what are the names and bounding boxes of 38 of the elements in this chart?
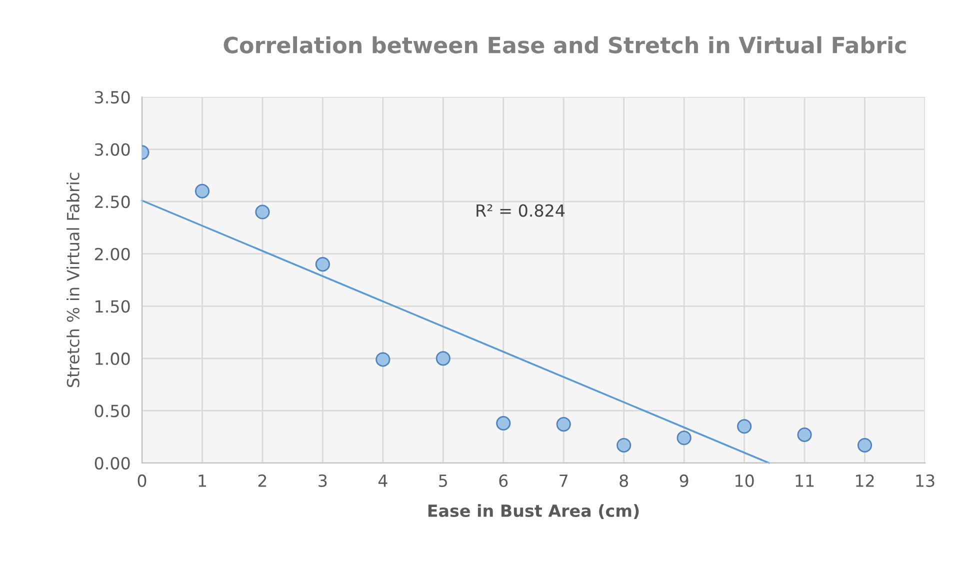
y-tick-label: 3.00 (95, 143, 130, 156)
y-tick-label: 0.50 (94, 404, 130, 418)
point (315, 257, 330, 272)
x-tick-label: 0 (138, 474, 146, 488)
chart-title: Correlation between Ease and Stretch in Virtual Fabric (224, 36, 906, 54)
y-tick-label: 1.50 (96, 300, 130, 313)
y-tick-label: 2.50 (95, 196, 130, 208)
point (857, 438, 872, 453)
x-tick-label: 9 (680, 474, 688, 488)
y-axis-title: Stretch % in Virtual Fabric (66, 172, 80, 388)
y-tick-label: 0.00 (94, 456, 130, 470)
x-tick-label: 11 (796, 474, 814, 487)
x-tick-label: 3 (318, 474, 327, 488)
point (676, 430, 692, 446)
x-tick-label: 1 (198, 474, 206, 487)
point (797, 427, 812, 442)
point (255, 204, 270, 220)
x-tick-label: 7 (560, 474, 568, 487)
annotation: R² = 0.824 (476, 204, 565, 217)
point (496, 416, 511, 431)
y-tick-label: 1.00 (96, 352, 130, 365)
x-tick-label: 13 (916, 474, 934, 488)
point (556, 417, 571, 432)
y-tick-label: 3.50 (95, 90, 130, 104)
point (436, 351, 450, 366)
x-axis-title: Ease in Bust Area (cm) (428, 504, 639, 519)
x-tick-label: 6 (499, 474, 508, 488)
x-tick-label: 4 (378, 474, 388, 487)
x-tick-label: 10 (736, 474, 754, 488)
point (737, 419, 752, 434)
y-tick-label: 2.00 (95, 248, 130, 260)
x-tick-label: 5 (439, 474, 447, 488)
point (376, 352, 390, 367)
x-tick-label: 8 (620, 474, 628, 488)
x-tick-label: 12 (856, 474, 874, 487)
x-tick-label: 2 (258, 474, 266, 487)
point (194, 184, 210, 198)
point (616, 438, 632, 453)
